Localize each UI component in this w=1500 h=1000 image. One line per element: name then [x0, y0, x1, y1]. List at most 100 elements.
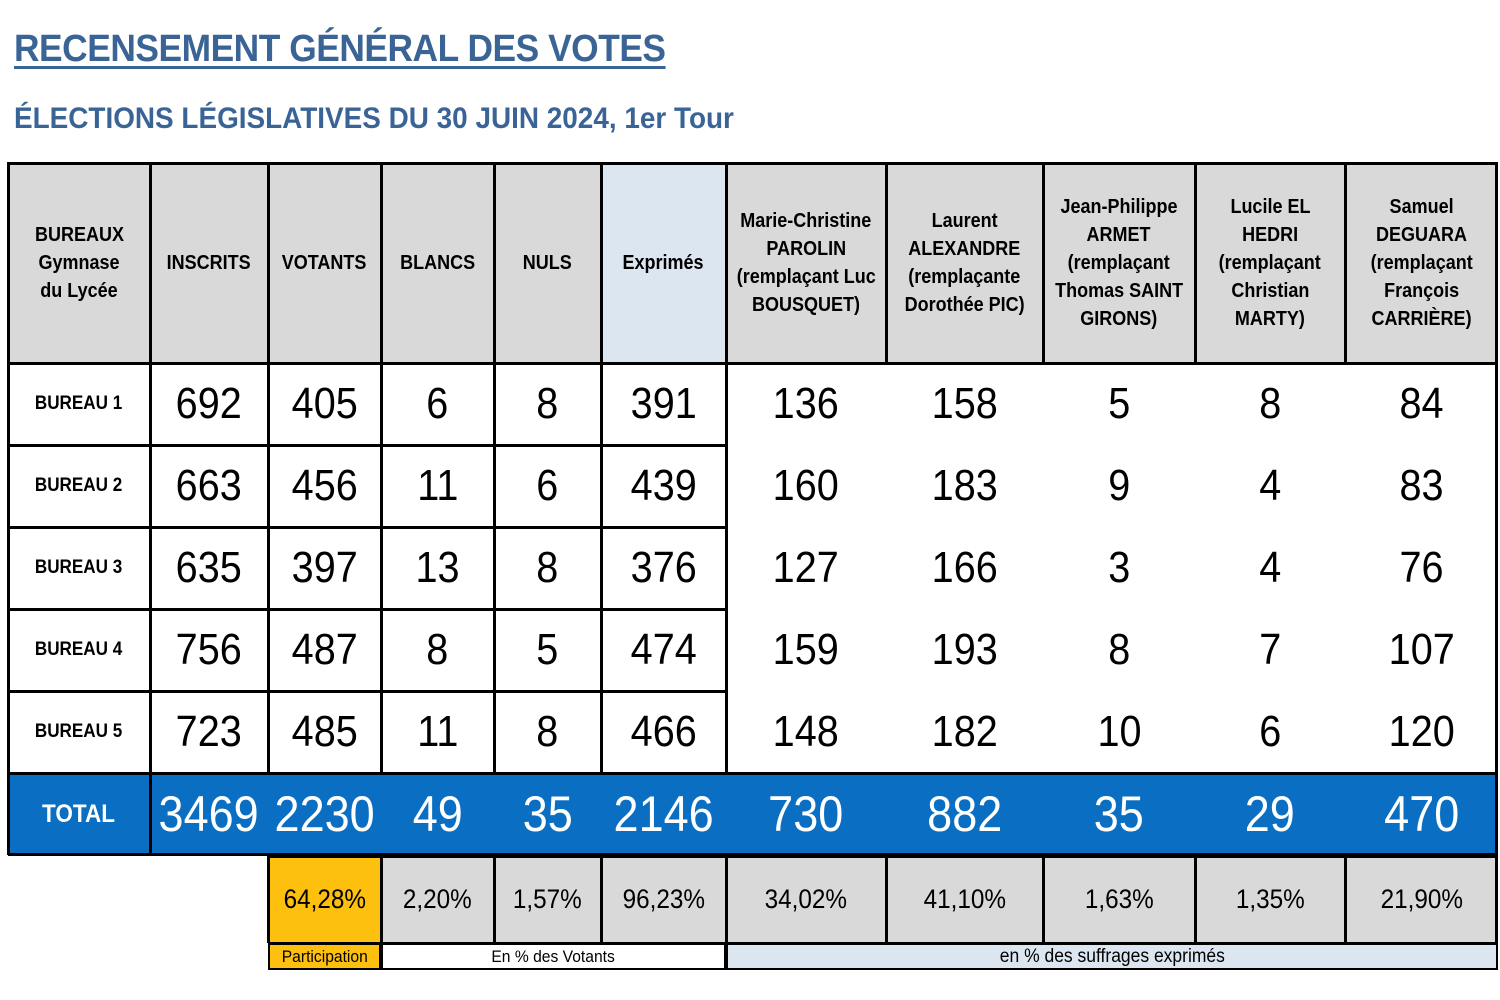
- table-cell: 4: [1195, 527, 1345, 609]
- table-cell-text: 456: [291, 461, 358, 510]
- row-label: BUREAU 4: [8, 609, 150, 691]
- border-row: [8, 444, 726, 447]
- table-cell: 4: [1195, 445, 1345, 527]
- header-votants: VOTANTS: [268, 162, 381, 363]
- percentage-cell-text: 1,57%: [513, 883, 582, 914]
- header-candidate-line: Christian: [1230, 279, 1310, 302]
- border-col-header: [1194, 162, 1197, 363]
- table-cell-text: 8: [536, 543, 559, 592]
- table-cell-text: 183: [931, 461, 998, 510]
- table-cell-text: 6: [426, 379, 449, 428]
- percentage-cell: 1,57%: [494, 855, 601, 943]
- border-col-pct: [1495, 855, 1498, 943]
- percentage-cell-text: 41,10%: [923, 883, 1006, 914]
- border-col-header: [7, 162, 10, 363]
- border-col-pct: [885, 855, 888, 943]
- total-cell-text: 29: [1244, 786, 1296, 842]
- table-cell: 182: [886, 691, 1043, 773]
- table-cell: 166: [886, 527, 1043, 609]
- total-cell-text: 35: [1093, 786, 1145, 842]
- table-cell: 127: [726, 527, 886, 609]
- border-pct-top: [268, 855, 1498, 858]
- table-cell-text: 4: [1258, 461, 1282, 510]
- border-col-pct: [380, 855, 383, 943]
- total-cell-text: 2146: [613, 786, 714, 842]
- header-candidate-line: CARRIÈRE): [1371, 307, 1472, 330]
- table-cell: 120: [1345, 691, 1498, 773]
- percentage-cell-text: 34,02%: [764, 883, 848, 914]
- table-cell: 160: [726, 445, 886, 527]
- border-row: [8, 526, 726, 529]
- table-cell-text: 474: [630, 625, 697, 674]
- total-cell: 3469: [150, 773, 268, 855]
- header-candidate: Samuel DEGUARA (remplaçant François CARRIÈRE…: [1345, 162, 1498, 363]
- table-cell-text: 83: [1399, 461, 1444, 510]
- row-label-text: BUREAU 2: [35, 475, 123, 496]
- table-cell: 474: [601, 609, 726, 691]
- percentage-cell: 41,10%: [886, 855, 1043, 943]
- table-cell-text: 756: [175, 625, 243, 674]
- table-cell: 159: [726, 609, 886, 691]
- percentage-cell: 21,90%: [1345, 855, 1498, 943]
- table-cell-text: 11: [416, 461, 459, 510]
- row-label: BUREAU 5: [8, 691, 150, 773]
- table-cell-text: 166: [931, 543, 998, 592]
- header-candidate: Marie-Christine PAROLIN (remplaçant Luc BOU…: [726, 162, 886, 363]
- table-cell-text: 193: [931, 625, 998, 674]
- header-candidate-line: (remplaçant Luc: [736, 265, 876, 288]
- header-candidate-line: ARMET: [1086, 223, 1151, 246]
- border-col-header: [1344, 162, 1347, 363]
- border-col-total: [1495, 773, 1498, 855]
- border-col-header: [380, 162, 383, 363]
- border-col-pct: [725, 855, 728, 943]
- total-cell: 470: [1345, 773, 1498, 855]
- participation-label-text: Participation: [281, 946, 368, 966]
- total-cell-text: 730: [768, 786, 844, 842]
- table-cell-text: 107: [1388, 625, 1455, 674]
- table-cell: 107: [1345, 609, 1498, 691]
- border-pct-bottom: [268, 942, 1498, 944]
- table-cell: 635: [150, 527, 268, 609]
- table-cell-text: 485: [291, 707, 358, 756]
- total-cell-text: 49: [412, 786, 463, 842]
- border-col-body: [600, 363, 603, 773]
- table-cell-text: 8: [1107, 625, 1131, 674]
- table-cell: 193: [886, 609, 1043, 691]
- table-cell-text: 405: [291, 379, 358, 428]
- total-cell: 2230: [268, 773, 381, 855]
- table-cell: 663: [150, 445, 268, 527]
- table-cell: 439: [601, 445, 726, 527]
- table-cell-text: 13: [415, 543, 460, 592]
- table-cell-text: 6: [536, 461, 559, 510]
- border-col-pct: [1042, 855, 1045, 943]
- border-col-total: [7, 773, 10, 855]
- total-cell-text: 3469: [158, 786, 260, 842]
- table-cell: 487: [268, 609, 381, 691]
- border-top: [8, 162, 1498, 165]
- table-cell-text: 136: [772, 379, 840, 428]
- border-col-body: [493, 363, 496, 773]
- header-candidate-line: (remplaçante: [908, 265, 1021, 288]
- border-col-pct: [267, 855, 270, 943]
- table-cell-text: 127: [772, 543, 840, 592]
- percentage-cell-text: 64,28%: [283, 883, 366, 914]
- percentage-cell: 1,35%: [1195, 855, 1345, 943]
- total-cell: 35: [494, 773, 601, 855]
- votants-pct-label: En % des Votants: [381, 943, 726, 970]
- header-candidate-line: Laurent: [931, 209, 998, 232]
- border-col-pct: [1194, 855, 1197, 943]
- table-cell: 8: [494, 691, 601, 773]
- page-title: RECENSEMENT GÉNÉRAL DES VOTES: [14, 28, 666, 70]
- table-cell-text: 160: [772, 461, 840, 510]
- table-cell-text: 8: [536, 707, 559, 756]
- table-cell-text: 5: [1107, 379, 1131, 428]
- table-cell: 84: [1345, 363, 1498, 445]
- table-cell-text: 10: [1096, 707, 1142, 756]
- header-candidate-line: BOUSQUET): [752, 293, 860, 316]
- header-candidate-line: Lucile EL: [1229, 195, 1311, 218]
- total-cell-text: 35: [522, 786, 573, 842]
- header-exprimes: Exprimés: [601, 162, 726, 363]
- percentage-cell: 64,28%: [268, 855, 381, 943]
- row-label-text: BUREAU 3: [35, 557, 123, 578]
- header-inscrits: INSCRITS: [150, 162, 268, 363]
